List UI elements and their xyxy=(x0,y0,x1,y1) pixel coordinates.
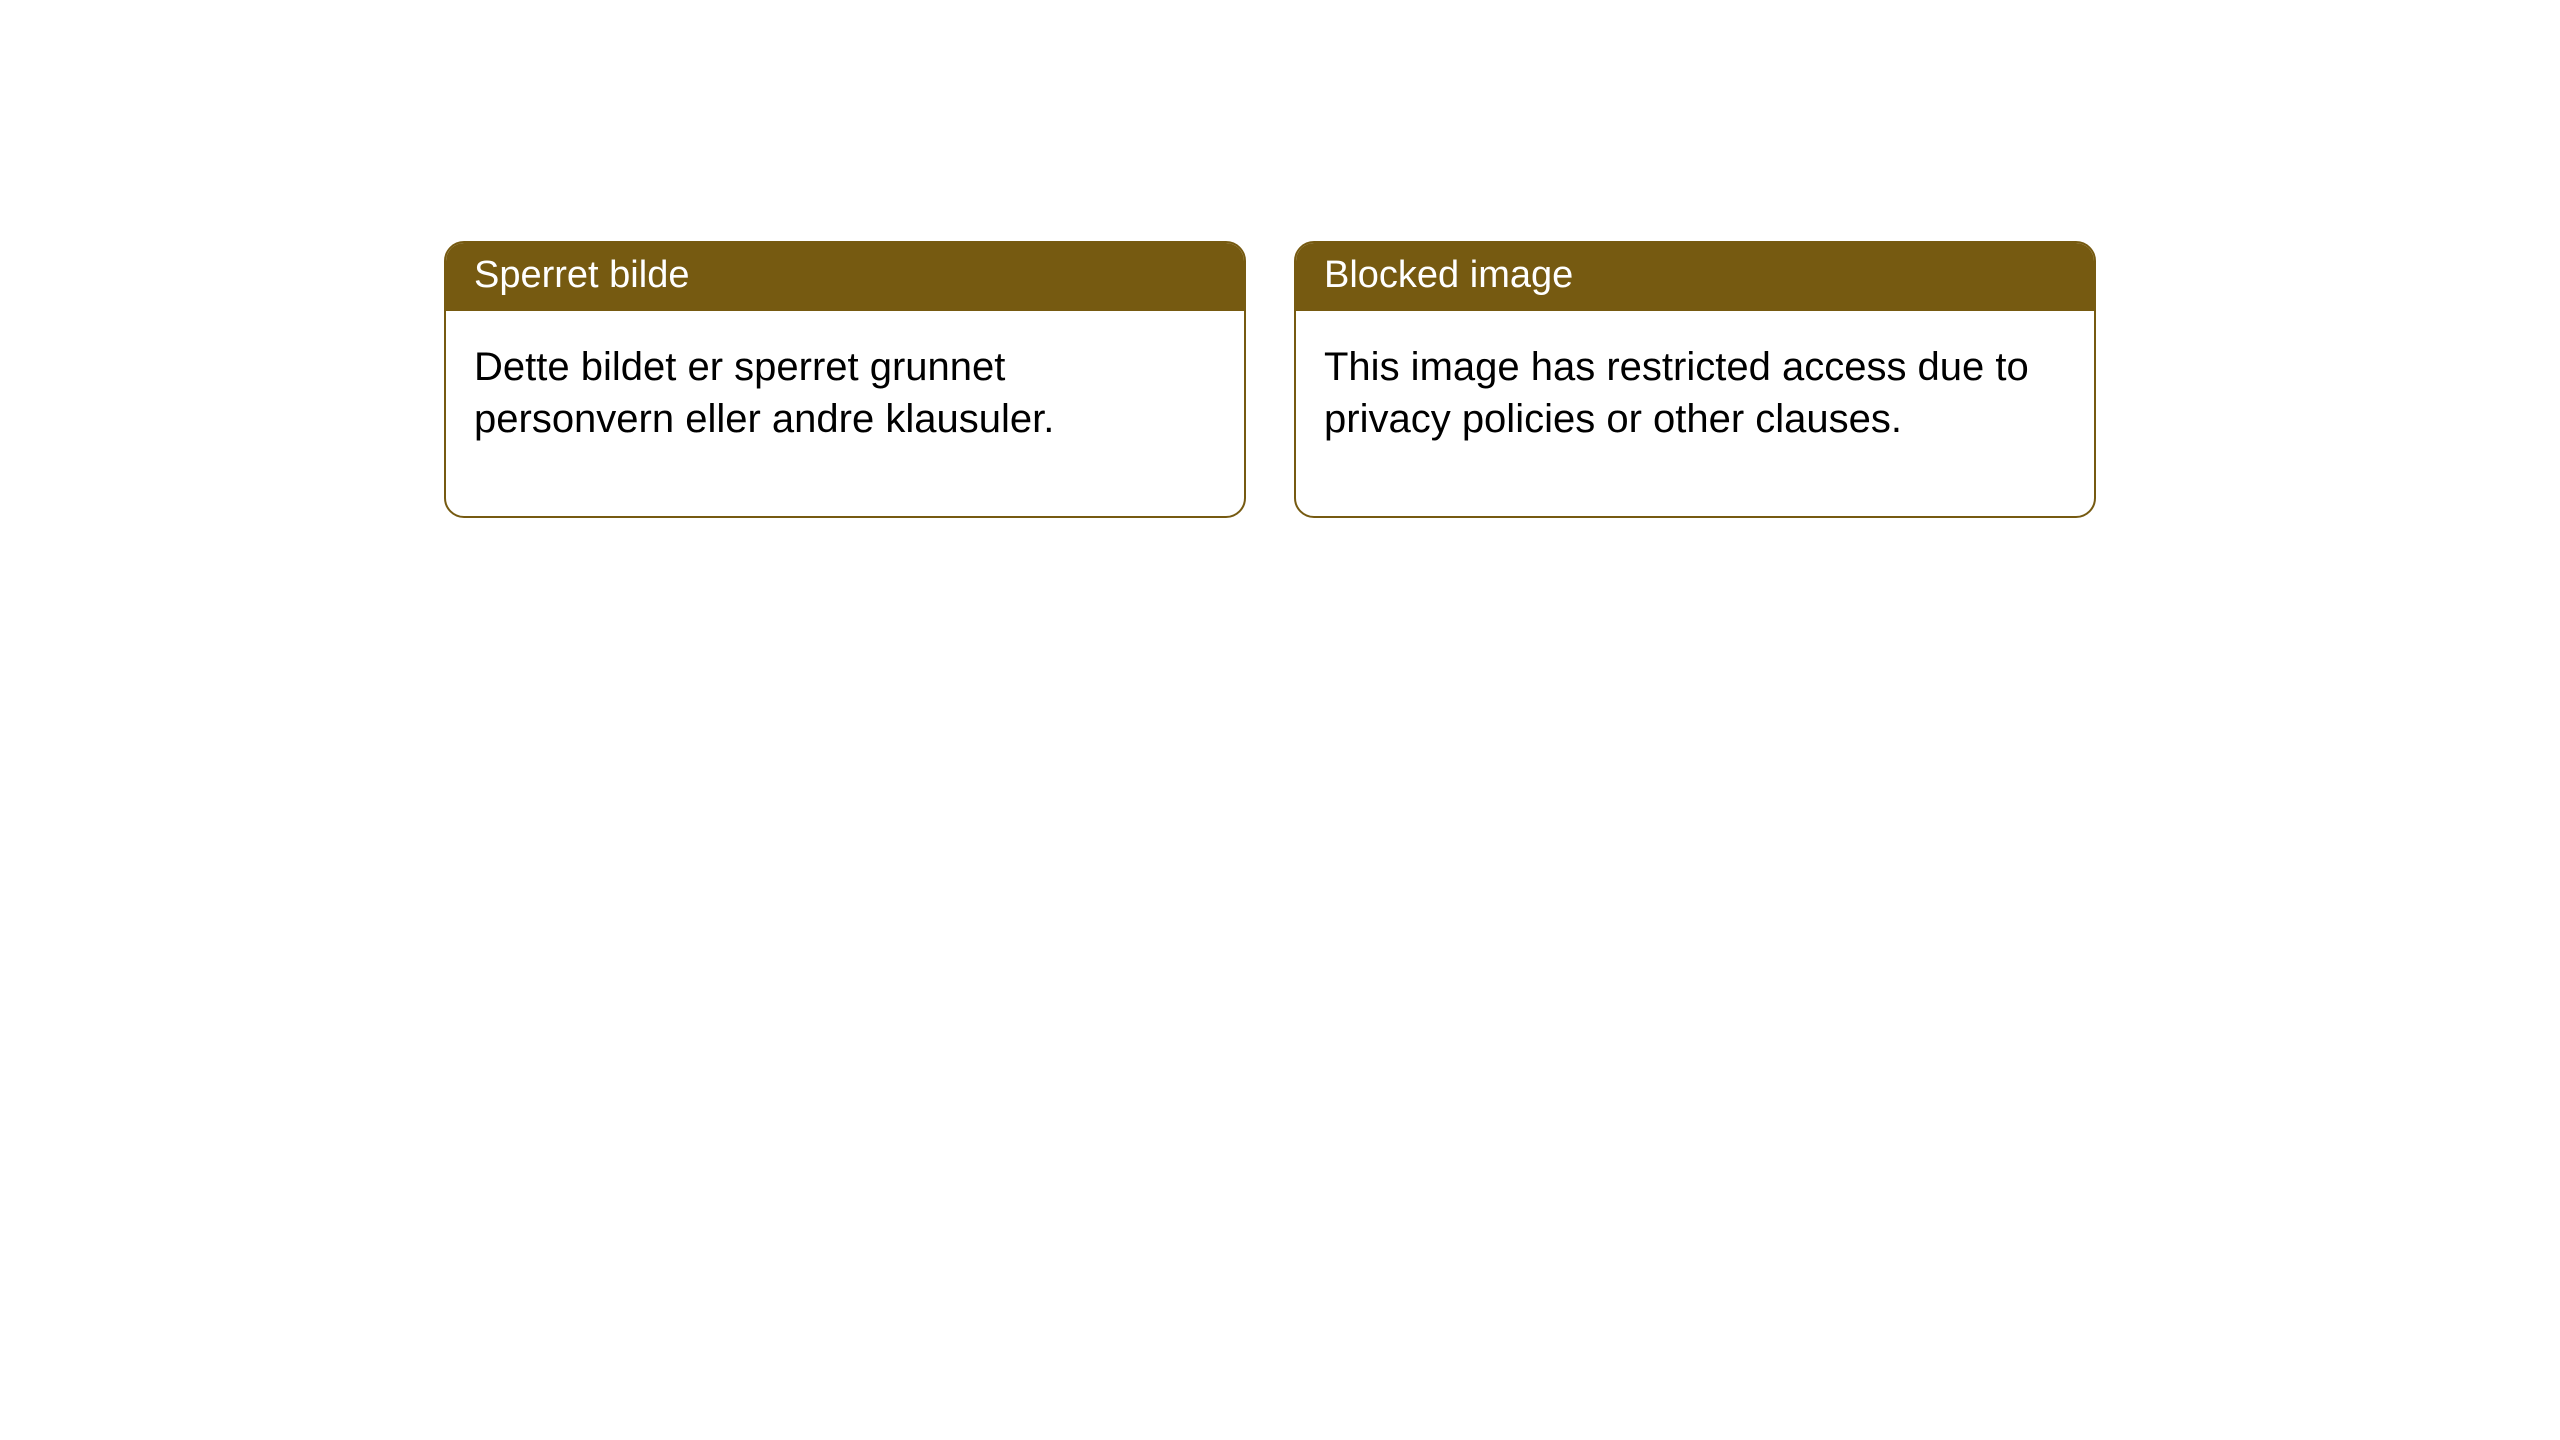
notice-title: Blocked image xyxy=(1324,253,2066,299)
notice-header: Blocked image xyxy=(1296,243,2094,311)
notice-body: Dette bildet er sperret grunnet personve… xyxy=(446,311,1244,517)
notice-header: Sperret bilde xyxy=(446,243,1244,311)
notice-text: This image has restricted access due to … xyxy=(1324,341,2066,447)
notice-container: Sperret bilde Dette bildet er sperret gr… xyxy=(444,241,2096,518)
notice-body: This image has restricted access due to … xyxy=(1296,311,2094,517)
notice-title: Sperret bilde xyxy=(474,253,1216,299)
notice-text: Dette bildet er sperret grunnet personve… xyxy=(474,341,1216,447)
notice-card-english: Blocked image This image has restricted … xyxy=(1294,241,2096,518)
notice-card-norwegian: Sperret bilde Dette bildet er sperret gr… xyxy=(444,241,1246,518)
